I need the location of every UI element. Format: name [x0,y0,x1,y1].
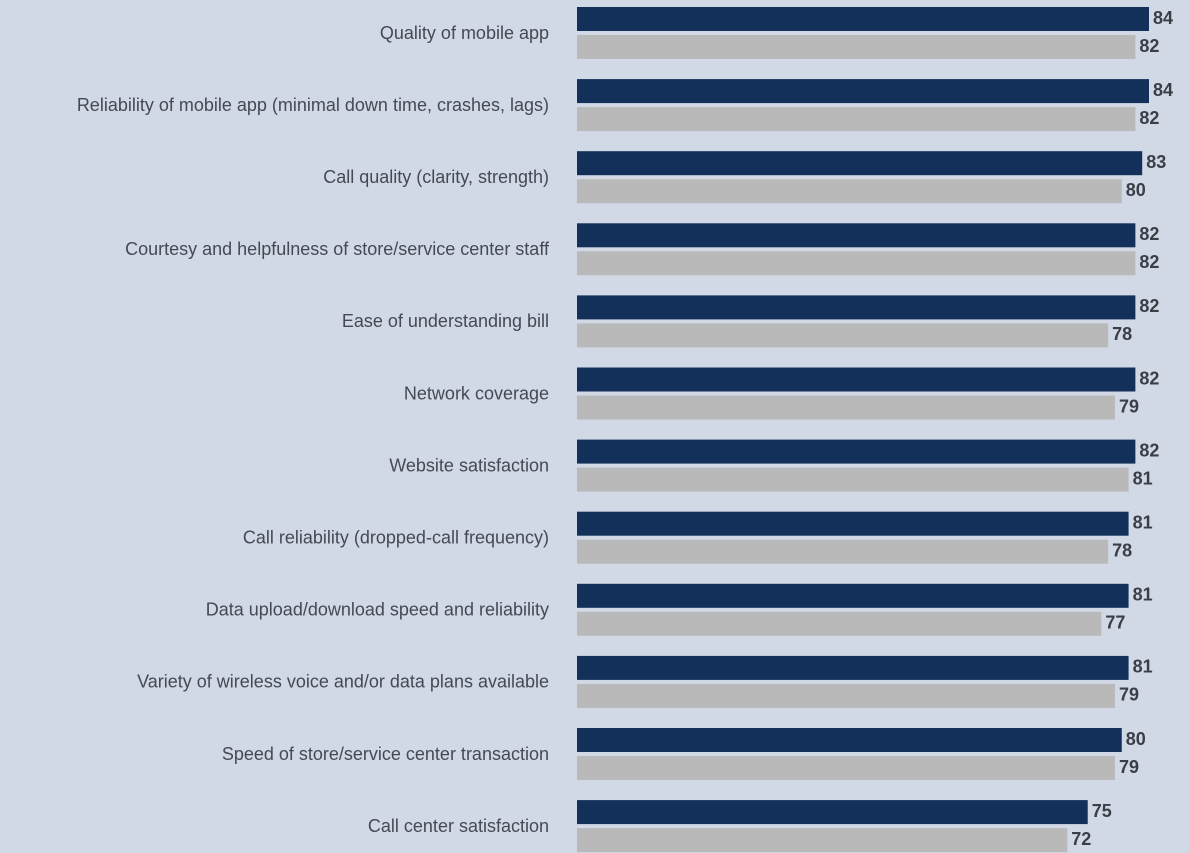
bar-series-2 [577,395,1115,420]
bar-series-1 [577,295,1136,320]
bar-series-2 [577,828,1068,853]
value-label: 82 [1139,252,1159,272]
value-label: 80 [1126,729,1146,749]
value-label: 72 [1071,829,1091,849]
value-label: 84 [1153,8,1173,28]
value-label: 82 [1139,368,1159,388]
bar-series-1 [577,439,1136,464]
category-label: Call reliability (dropped-call frequency… [243,527,549,547]
value-label: 77 [1105,613,1125,633]
category-label: Call quality (clarity, strength) [323,167,549,187]
bar-series-2 [577,539,1109,564]
bar-series-2 [577,756,1115,780]
value-label: 79 [1119,685,1139,705]
category-label: Variety of wireless voice and/or data pl… [137,672,549,692]
value-label: 75 [1092,801,1112,821]
value-label: 82 [1139,108,1159,128]
bar-series-1 [577,223,1136,248]
category-label: Data upload/download speed and reliabili… [206,600,549,620]
bar-series-1 [577,151,1143,176]
value-label: 82 [1139,224,1159,244]
bar-series-2 [577,107,1136,132]
value-label: 83 [1146,152,1166,172]
bar-series-1 [577,511,1129,536]
value-label: 78 [1112,540,1132,560]
value-label: 84 [1153,80,1173,100]
value-label: 81 [1133,585,1153,605]
category-label: Ease of understanding bill [342,311,549,331]
bar-series-1 [577,655,1129,680]
value-label: 79 [1119,396,1139,416]
category-label: Network coverage [404,383,549,403]
bar-series-1 [577,79,1149,104]
value-label: 82 [1139,440,1159,460]
bar-series-1 [577,583,1129,608]
bar-series-2 [577,323,1109,348]
bar-series-2 [577,683,1115,708]
value-label: 79 [1119,757,1139,777]
category-label: Courtesy and helpfulness of store/servic… [125,239,550,259]
category-label: Call center satisfaction [368,816,549,836]
bar-series-2 [577,611,1102,636]
value-label: 81 [1133,657,1153,677]
value-label: 78 [1112,324,1132,344]
bar-series-1 [577,7,1149,31]
value-label: 82 [1139,296,1159,316]
bar-series-2 [577,179,1122,204]
value-label: 80 [1126,180,1146,200]
value-label: 81 [1133,512,1153,532]
category-label: Quality of mobile app [380,23,549,43]
value-label: 81 [1133,468,1153,488]
category-label: Speed of store/service center transactio… [222,744,549,764]
bar-series-1 [577,367,1136,392]
bar-series-2 [577,35,1136,59]
bar-series-1 [577,728,1122,752]
category-label: Website satisfaction [389,455,549,475]
value-label: 82 [1139,36,1159,56]
bar-series-2 [577,251,1136,276]
bar-series-2 [577,467,1129,492]
category-label: Reliability of mobile app (minimal down … [77,95,549,115]
bar-series-1 [577,800,1088,825]
